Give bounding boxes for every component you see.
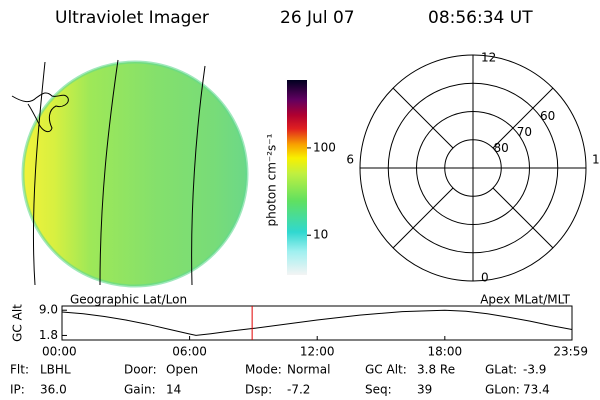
panel-label-right: Apex MLat/MLT xyxy=(480,293,570,307)
info-label: Dsp: xyxy=(245,383,272,397)
info-label: Flt: xyxy=(10,363,29,377)
info-value: 73.4 xyxy=(523,383,550,397)
date: 26 Jul 07 xyxy=(280,8,355,28)
alt-xtick-label: 00:00 xyxy=(42,345,77,359)
alt-ytick-label: 9.0 xyxy=(39,303,58,317)
polar-spoke xyxy=(492,87,554,149)
info-value: -3.9 xyxy=(523,363,546,377)
polar-ring-label: 60 xyxy=(540,109,555,123)
polar-ring xyxy=(416,111,530,225)
polar-ring-label: 70 xyxy=(517,125,532,139)
colorbar-tick-label: 10 xyxy=(313,228,328,242)
colorbar-label: photon cm⁻²s⁻¹ xyxy=(265,133,279,226)
info-label: GLon: xyxy=(485,383,520,397)
info-value: LBHL xyxy=(40,363,71,377)
panel-label-left: Geographic Lat/Lon xyxy=(70,293,187,307)
info-label: GC Alt: xyxy=(365,363,407,377)
polar-mlt-label: 6 xyxy=(346,153,354,167)
polar-mlt-label: 12 xyxy=(481,51,496,65)
polar-mlt-label: 18 xyxy=(592,153,600,167)
alt-ytick-label: 1.8 xyxy=(39,328,58,342)
alt-xtick-label: 18:00 xyxy=(428,345,463,359)
info-label: Seq: xyxy=(365,383,392,397)
polar-spoke xyxy=(492,187,554,249)
polar-mlt-label: 0 xyxy=(481,271,489,285)
time: 08:56:34 UT xyxy=(428,8,533,28)
alt-xtick-label: 23:59 xyxy=(553,345,588,359)
info-value: 3.8 Re xyxy=(417,363,455,377)
polar-ring xyxy=(387,82,559,254)
colorbar xyxy=(287,80,307,275)
info-label: Gain: xyxy=(124,383,156,397)
info-value: 14 xyxy=(166,383,181,397)
alt-curve xyxy=(61,309,573,336)
info-value: 36.0 xyxy=(40,383,67,397)
info-label: Mode: xyxy=(245,363,282,377)
polar-spoke xyxy=(392,87,454,149)
info-value: 39 xyxy=(417,383,432,397)
info-label: IP: xyxy=(10,383,25,397)
polar-ring-label: 80 xyxy=(494,141,509,155)
alt-xtick-label: 12:00 xyxy=(300,345,335,359)
polar-spoke xyxy=(392,187,454,249)
info-label: GLat: xyxy=(485,363,517,377)
colorbar-tick-label: 100 xyxy=(313,140,336,154)
alt-xtick-label: 06:00 xyxy=(172,345,207,359)
alt-ylabel: GC Alt xyxy=(11,304,25,342)
globe-image xyxy=(11,59,249,288)
instrument: Ultraviolet Imager xyxy=(55,8,209,28)
polar-ring xyxy=(444,139,502,197)
polar-grid: 807060121860 xyxy=(346,51,600,285)
info-value: Normal xyxy=(287,363,330,377)
info-value: Open xyxy=(166,363,198,377)
info-value: -7.2 xyxy=(287,383,310,397)
info-label: Door: xyxy=(124,363,157,377)
